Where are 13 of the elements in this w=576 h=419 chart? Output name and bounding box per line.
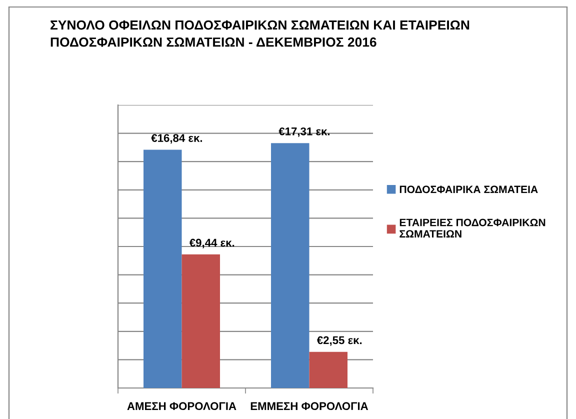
- data-label: €2,55 εκ.: [316, 336, 362, 346]
- bar: [271, 143, 310, 388]
- chart-title: ΣΥΝΟΛΟ ΟΦΕΙΛΩΝ ΠΟΔΟΣΦΑΙΡΙΚΩΝ ΣΩΜΑΤΕΙΩΝ ΚΑΙ ΕΤΑΙΡΕΙΩΝ ΠΟΔΟΣΦΑΙΡΙΚΩΝ ΣΩΜΑΤΕΙΩΝ - ΔΕΚΕΜΒΡΙΟΣ 2016: [50, 20, 470, 47]
- data-label: €17,31 εκ.: [278, 127, 330, 137]
- data-label: €16,84 εκ.: [151, 134, 202, 144]
- bar: [309, 352, 348, 388]
- legend-label: ΠΟΔΟΣΦΑΙΡΙΚΑ ΣΩΜΑΤΕΙΑ: [400, 186, 538, 194]
- bar: [144, 150, 182, 388]
- data-label: €9,44 εκ.: [189, 238, 234, 248]
- bar: [182, 254, 220, 388]
- x-tick-label: ΕΜΜΕΣΗ ΦΟΡΟΛΟΓΙΑ: [250, 402, 368, 410]
- x-tick-label: ΑΜΕΣΗ ΦΟΡΟΛΟΓΙΑ: [127, 402, 236, 410]
- legend-label: ΕΤΑΙΡΕΙΕΣ ΠΟΔΟΣΦΑΙΡΙΚΩΝ ΣΩΜΑΤΕΙΩΝ: [400, 218, 546, 238]
